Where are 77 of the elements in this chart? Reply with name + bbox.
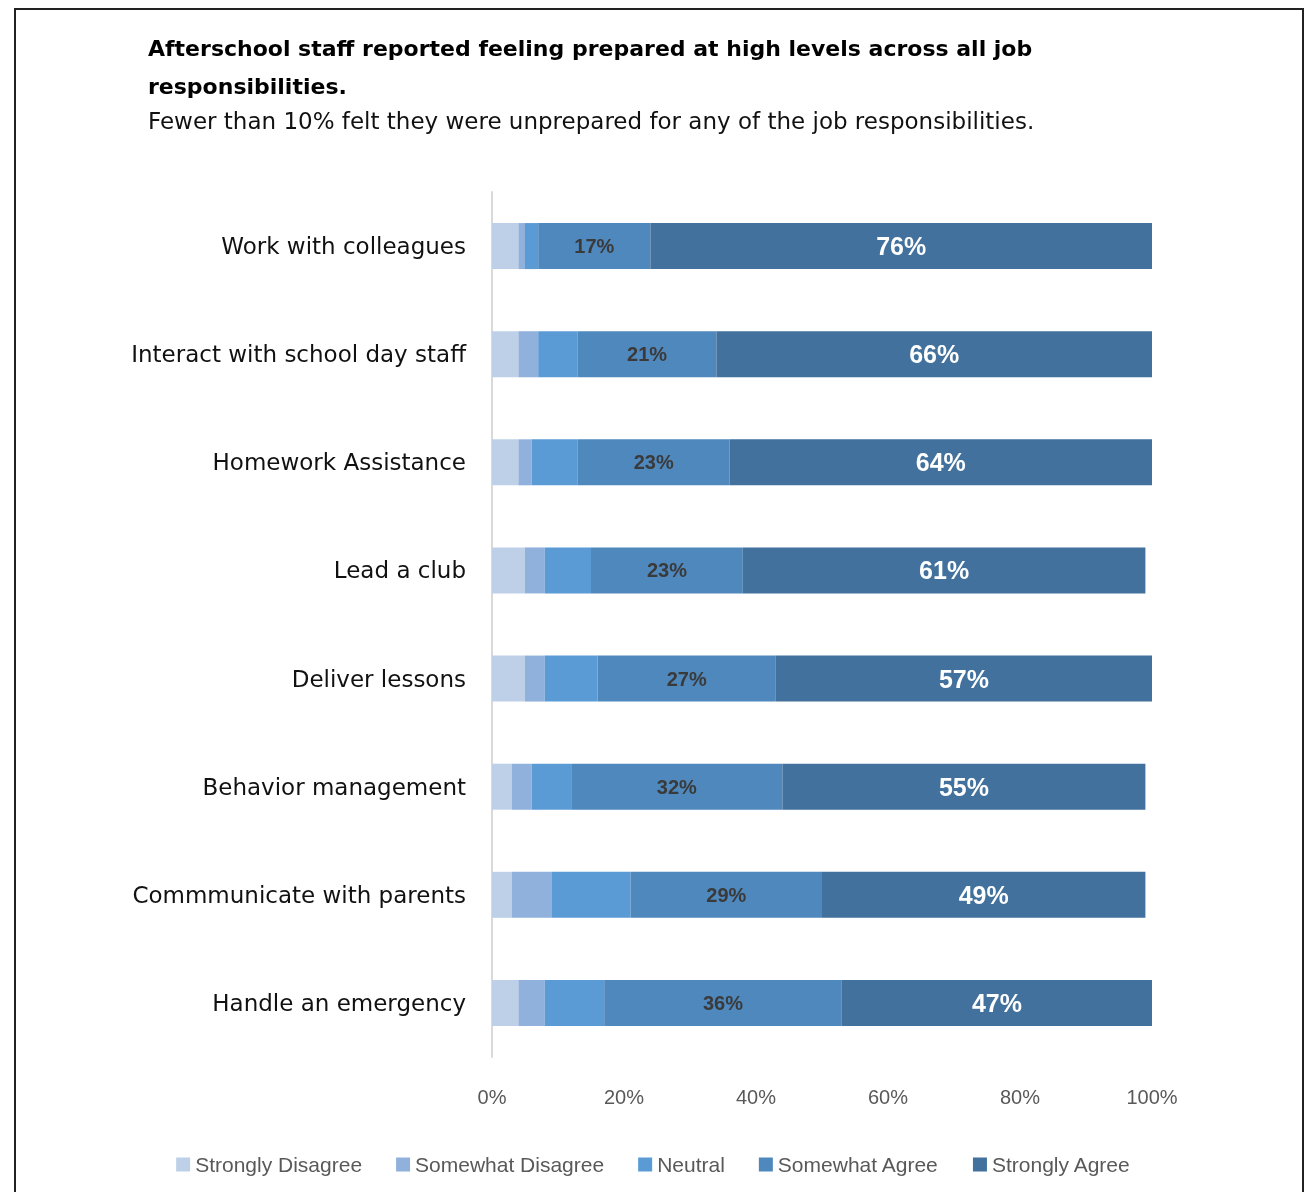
bar: [492, 223, 519, 270]
x-tick-label: 20%: [603, 1086, 645, 1108]
data-label: 23%: [646, 559, 688, 582]
x-tick-label: 0%: [477, 1086, 507, 1108]
bar: [531, 763, 572, 810]
bar: [729, 439, 1152, 486]
bar: [518, 439, 532, 486]
y-tick-label: Work with colleagues: [221, 233, 466, 260]
bar: [518, 979, 545, 1026]
bar: [511, 871, 552, 918]
x-tick-label: 40%: [735, 1086, 777, 1108]
data-label: 17%: [574, 235, 615, 258]
bar: [630, 871, 822, 918]
y-tick-label: Homework Assistance: [212, 449, 466, 476]
bar: [544, 547, 591, 594]
bar: [822, 871, 1146, 918]
bar: [525, 655, 545, 702]
y-tick-label: Lead a club: [333, 557, 466, 584]
bar: [525, 223, 539, 270]
bar: [531, 439, 578, 486]
chart-subtitle: Fewer than 10% felt they were unprepared for any of the job responsibilities.: [148, 108, 1036, 134]
bar: [577, 439, 730, 486]
bar: [492, 655, 525, 702]
bar: [525, 547, 545, 594]
bar: [571, 763, 783, 810]
bar: [597, 655, 776, 702]
bar: [538, 331, 578, 378]
data-label: 66%: [909, 340, 960, 369]
x-tick-label: 100%: [1126, 1086, 1178, 1108]
bar: [716, 331, 1152, 378]
bar: [538, 223, 651, 270]
bar: [782, 763, 1146, 810]
bar: [492, 763, 512, 810]
data-label: 29%: [706, 883, 747, 906]
data-label: 23%: [633, 451, 674, 474]
bar: [492, 439, 519, 486]
data-label: 57%: [938, 664, 989, 693]
bar: [492, 331, 519, 378]
bar: [841, 979, 1152, 1026]
bar: [544, 655, 598, 702]
bar: [551, 871, 631, 918]
data-label: 55%: [938, 772, 989, 801]
y-tick-label: Deliver lessons: [291, 665, 466, 692]
x-tick-label: 60%: [867, 1086, 909, 1108]
bar: [591, 547, 743, 594]
bar: [492, 871, 512, 918]
bar: [544, 979, 605, 1026]
bar: [518, 223, 525, 270]
legend-label: Strongly Disagree: [195, 1153, 363, 1176]
data-label: 47%: [971, 988, 1022, 1017]
bar: [511, 763, 532, 810]
data-label: 61%: [919, 556, 970, 585]
data-label: 49%: [958, 880, 1009, 909]
x-tick-label: 80%: [999, 1086, 1041, 1108]
bar: [492, 979, 519, 1026]
bar: [518, 331, 539, 378]
legend-label: Neutral: [657, 1153, 725, 1176]
data-label: 27%: [666, 667, 707, 690]
bar: [577, 331, 717, 378]
data-label: 36%: [702, 991, 744, 1014]
data-label: 32%: [656, 775, 698, 798]
legend-label: Somewhat Disagree: [415, 1153, 605, 1176]
bar: [742, 547, 1146, 594]
y-tick-label: Behavior management: [202, 773, 466, 800]
legend-label: Strongly Agree: [991, 1153, 1130, 1176]
y-tick-label: Interact with school day staff: [131, 341, 468, 368]
legend-label: Somewhat Agree: [777, 1153, 938, 1176]
bar: [650, 223, 1152, 270]
data-label: 21%: [627, 343, 668, 366]
y-tick-label: Handle an emergency: [212, 989, 466, 1016]
bar: [492, 547, 525, 594]
y-tick-label: Commmunicate with parents: [132, 881, 466, 908]
bar: [604, 979, 842, 1026]
bar: [775, 655, 1152, 702]
data-label: 64%: [915, 448, 966, 477]
chart-title: Afterschool staff reported feeling prepared at high levels across all job responsibilities.: [148, 35, 1034, 101]
data-label: 76%: [876, 232, 927, 261]
